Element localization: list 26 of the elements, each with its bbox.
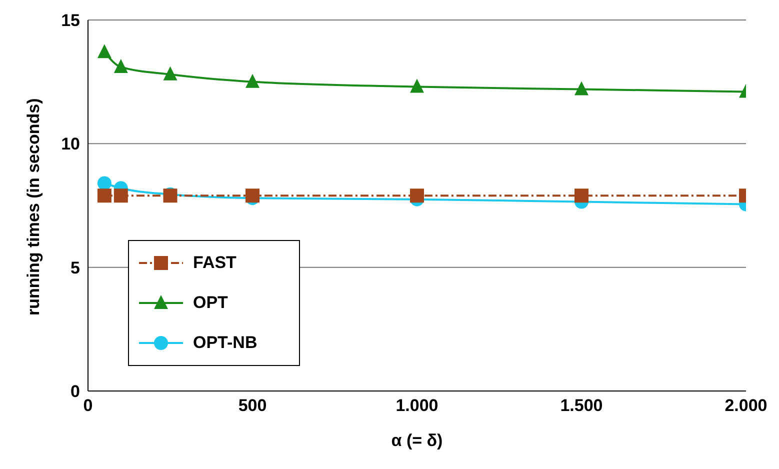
- legend-label: OPT-NB: [193, 333, 258, 353]
- point: [410, 78, 424, 93]
- point: [97, 176, 112, 190]
- y-tick-label: 0: [70, 382, 80, 402]
- y-tick-label: 15: [61, 11, 80, 30]
- x-tick-label: 500: [238, 396, 267, 416]
- point: [97, 44, 112, 58]
- point: [246, 74, 260, 88]
- legend-label: FAST: [193, 253, 236, 273]
- point: [410, 188, 424, 203]
- point: [97, 188, 112, 203]
- point: [246, 188, 260, 203]
- point: [574, 81, 588, 96]
- point: [114, 188, 128, 203]
- point: [574, 188, 588, 203]
- y-tick-label: 10: [61, 134, 80, 154]
- legend-label: OPT: [193, 293, 228, 313]
- x-axis-title: α (= δ): [391, 431, 443, 450]
- x-tick-label: 0: [83, 396, 93, 416]
- x-tick-label: 2.000: [724, 396, 768, 416]
- point: [163, 66, 178, 80]
- x-tick-label: 1.000: [396, 396, 438, 416]
- y-tick-label: 5: [70, 258, 80, 278]
- x-tick-label: 1.500: [560, 396, 603, 416]
- point: [114, 58, 128, 73]
- y-axis-title: running times (in seconds): [24, 98, 44, 316]
